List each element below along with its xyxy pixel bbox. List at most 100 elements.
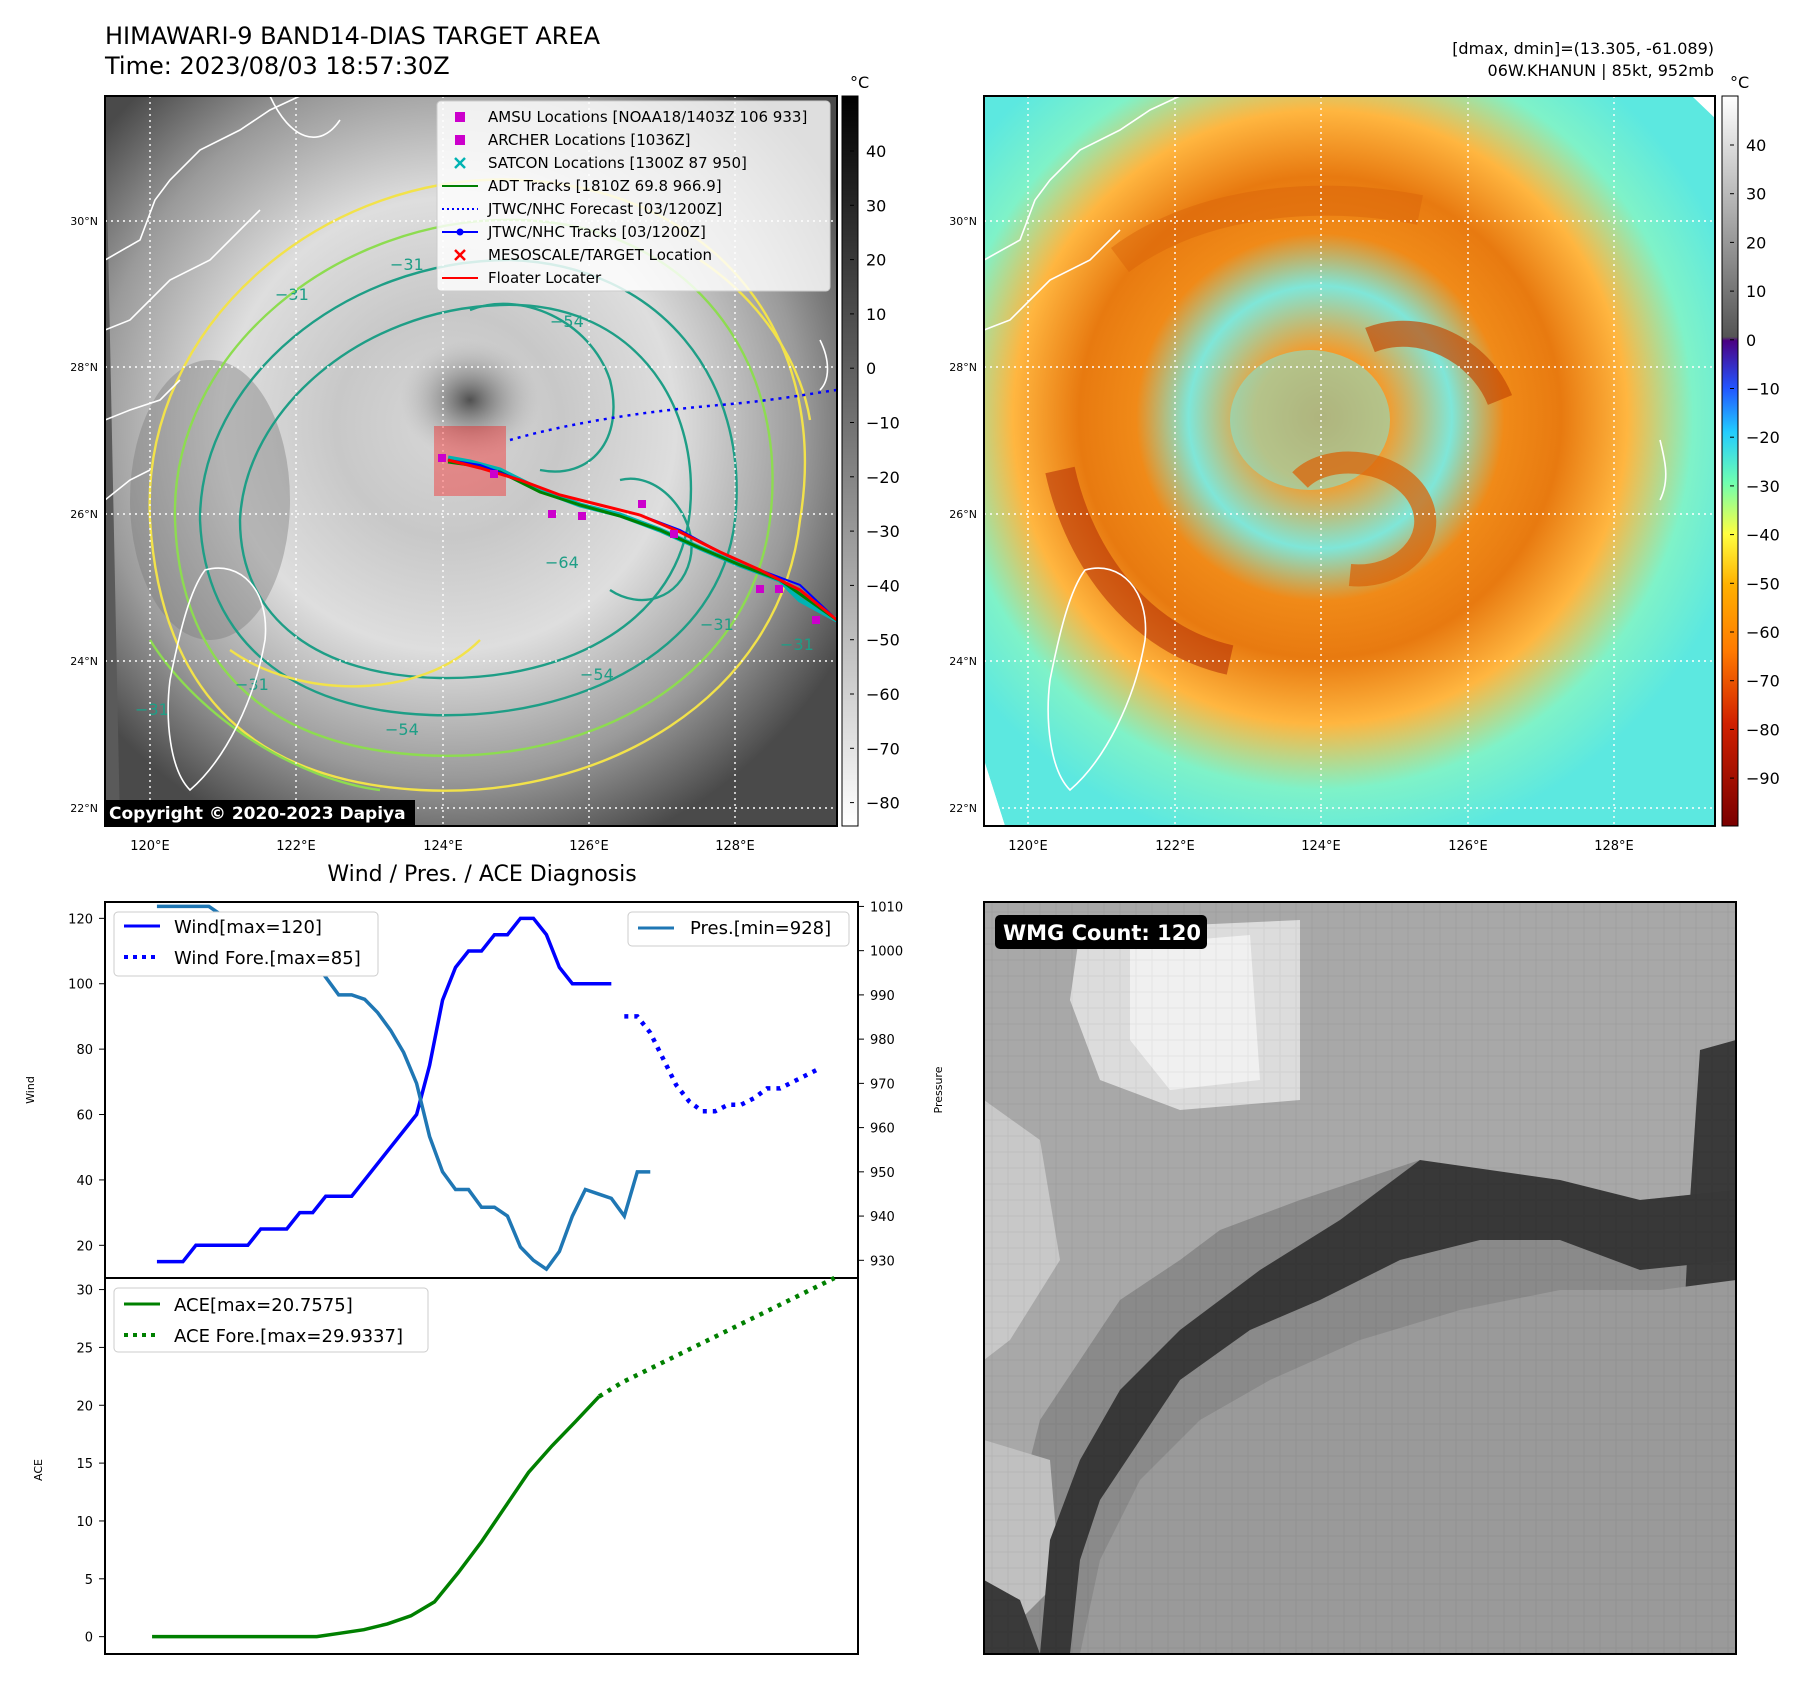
diagnosis-title: Wind / Pres. / ACE Diagnosis	[327, 862, 636, 887]
gray-colorbar	[841, 95, 859, 827]
legend-marker	[456, 228, 464, 236]
color-colorbar	[1721, 95, 1739, 827]
legend-marker	[455, 112, 465, 122]
colorbar-tick-label: −50	[1746, 574, 1780, 593]
jtwc-forecast-track	[509, 388, 837, 442]
wmg-frame	[983, 901, 1737, 1655]
contour-labels: −31 −31 −54 −64 −54 −54 −31 −31 −31 −31	[135, 255, 814, 739]
legend-label: ARCHER Locations [1036Z]	[488, 131, 691, 149]
svg-text:−54: −54	[580, 665, 614, 684]
wind-pressure-chart: Wind / Pres. / ACE Diagnosis 20 40 60 80 100…	[24, 862, 945, 1279]
wind-series-line	[156, 916, 612, 1264]
legend-marker	[454, 157, 466, 169]
amsu-archer-markers	[438, 454, 820, 624]
colorbar-tick-label: −40	[1746, 526, 1780, 545]
ace-ylabel: ACE	[32, 1459, 45, 1481]
colorbar-tick-label: 0	[866, 359, 876, 378]
ace-ytick-label: 5	[85, 1573, 93, 1588]
colorbar-tick-label: 30	[1746, 185, 1766, 204]
pressure-ytick-label: 960	[870, 1122, 895, 1137]
svg-text:−31: −31	[135, 700, 169, 719]
wind-legend: Wind[max=120] Wind Fore.[max=85]	[113, 911, 379, 977]
colorbar-tick-label: −90	[1746, 769, 1780, 788]
lon-tick-label: 120°E	[130, 839, 170, 854]
legend-item: ARCHER Locations [1036Z]	[455, 131, 691, 149]
copyright-box	[105, 800, 415, 826]
colorbar-tick-label: −20	[866, 468, 900, 487]
pressure-ytick-label: 1010	[870, 900, 903, 915]
ace-ytick-label: 15	[76, 1457, 93, 1472]
svg-text:−31: −31	[390, 255, 424, 274]
lat-tick-label: 24°N	[70, 655, 98, 668]
legend-item: JTWC/NHC Tracks [03/1200Z]	[442, 223, 706, 241]
colorbar-tick-label: −40	[866, 576, 900, 595]
ace-ytick-label: 10	[76, 1515, 93, 1530]
pressure-legend: Pres.[min=928]	[627, 911, 850, 947]
lon-tick-label: 122°E	[276, 839, 316, 854]
ir-gray-map-panel: −31 −31 −54 −64 −54 −54 −31 −31 −31 −31	[70, 73, 900, 854]
legend-item: AMSU Locations [NOAA18/1403Z 106 933]	[455, 108, 807, 126]
lon-tick-label: 126°E	[1448, 839, 1488, 854]
lat-tick-label: 24°N	[949, 655, 977, 668]
colorbar-tick-label: 20	[1746, 233, 1766, 252]
legend-label: Floater Locater	[488, 269, 602, 287]
lon-tick-label: 128°E	[1594, 839, 1634, 854]
colorbar-tick-label: 20	[866, 251, 886, 270]
pressure-ytick-label: 1000	[870, 945, 903, 960]
floater-locater-track	[447, 458, 837, 622]
ir-color-map-panel: °C 403020100−10−20−30−40−50−60−70−80−90 …	[949, 73, 1780, 854]
wind-forecast-line	[624, 1014, 821, 1114]
svg-text:−31: −31	[780, 635, 814, 654]
lon-tick-label: 124°E	[423, 839, 463, 854]
colorbar-tick-label: −80	[1746, 720, 1780, 739]
colorbar-tick-label: 40	[1746, 136, 1766, 155]
lat-tick-label: 26°N	[949, 508, 977, 521]
lat-tick-label: 22°N	[949, 802, 977, 815]
legend-item: Floater Locater	[442, 269, 602, 287]
colorbar-tick-label: −80	[866, 794, 900, 813]
figure-time: Time: 2023/08/03 18:57:30Z	[104, 52, 450, 80]
map-frame	[983, 95, 1716, 827]
lon-tick-label: 126°E	[569, 839, 609, 854]
pressure-ytick-label: 950	[870, 1166, 895, 1181]
legend-label: MESOSCALE/TARGET Location	[488, 246, 712, 264]
gray-colorbar-unit: °C	[850, 73, 869, 92]
wind-ytick-label: 40	[76, 1174, 93, 1189]
legend-wind-forecast: Wind Fore.[max=85]	[174, 948, 361, 969]
colorbar-tick-label: 10	[866, 305, 886, 324]
colorbar-tick-label: −10	[866, 414, 900, 433]
legend-item: ADT Tracks [1810Z 69.8 966.9]	[442, 177, 722, 195]
pressure-ytick-label: 930	[870, 1254, 895, 1269]
colorbar-tick-label: 40	[866, 142, 886, 161]
legend-marker	[454, 249, 466, 261]
svg-text:−31: −31	[700, 615, 734, 634]
legend-item: MESOSCALE/TARGET Location	[454, 246, 712, 264]
lon-tick-label: 124°E	[1301, 839, 1341, 854]
storm-info: 06W.KHANUN | 85kt, 952mb	[1488, 61, 1714, 80]
lon-tick-label: 128°E	[715, 839, 755, 854]
legend-ace: ACE[max=20.7575]	[174, 1295, 353, 1316]
legend-marker	[455, 135, 465, 145]
svg-text:−31: −31	[235, 675, 269, 694]
legend-wind: Wind[max=120]	[174, 917, 322, 938]
pressure-ytick-label: 970	[870, 1077, 895, 1092]
legend-pressure: Pres.[min=928]	[690, 918, 831, 939]
color-colorbar-unit: °C	[1730, 73, 1749, 92]
lon-tick-label: 122°E	[1155, 839, 1195, 854]
legend-ace-forecast: ACE Fore.[max=29.9337]	[174, 1326, 403, 1347]
legend-label: SATCON Locations [1300Z 87 950]	[488, 154, 747, 172]
colorbar-tick-label: −20	[1746, 428, 1780, 447]
wmg-label-box	[995, 915, 1207, 949]
wind-ytick-label: 80	[76, 1043, 93, 1058]
colorbar-tick-label: −70	[1746, 672, 1780, 691]
legend-label: JTWC/NHC Tracks [03/1200Z]	[487, 223, 706, 241]
lat-tick-label: 28°N	[949, 361, 977, 374]
svg-text:−54: −54	[550, 312, 584, 331]
map-gridlines	[984, 96, 1715, 826]
legend-item: SATCON Locations [1300Z 87 950]	[454, 154, 747, 172]
ace-ytick-label: 20	[76, 1399, 93, 1414]
legend-item: JTWC/NHC Forecast [03/1200Z]	[442, 200, 722, 218]
dmax-dmin-readout: [dmax, dmin]=(13.305, -61.089)	[1452, 39, 1714, 58]
lat-tick-label: 30°N	[70, 215, 98, 228]
temperature-contours	[148, 178, 812, 792]
